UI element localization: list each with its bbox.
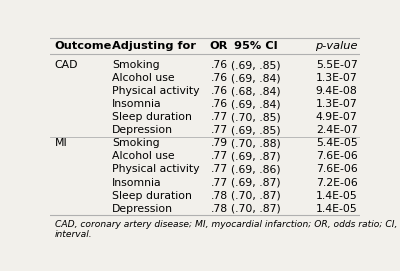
Text: 2.4E-07: 2.4E-07 bbox=[316, 125, 358, 135]
Text: .76: .76 bbox=[210, 73, 228, 83]
Text: (.68, .84): (.68, .84) bbox=[231, 86, 281, 96]
Text: OR: OR bbox=[210, 41, 228, 51]
Text: 1.4E-05: 1.4E-05 bbox=[316, 204, 358, 214]
Text: 9.4E-08: 9.4E-08 bbox=[316, 86, 358, 96]
Text: 5.5E-07: 5.5E-07 bbox=[316, 60, 358, 70]
Text: .76: .76 bbox=[210, 60, 228, 70]
Text: Outcome: Outcome bbox=[55, 41, 112, 51]
Text: CAD, coronary artery disease; MI, myocardial infarction; OR, odds ratio; CI, con: CAD, coronary artery disease; MI, myocar… bbox=[55, 220, 400, 239]
Text: Depression: Depression bbox=[112, 125, 173, 135]
Text: Adjusting for: Adjusting for bbox=[112, 41, 196, 51]
Text: 4.9E-07: 4.9E-07 bbox=[316, 112, 358, 122]
Text: Insomnia: Insomnia bbox=[112, 99, 162, 109]
Text: p-value: p-value bbox=[315, 41, 358, 51]
Text: .77: .77 bbox=[210, 151, 228, 162]
Text: Smoking: Smoking bbox=[112, 138, 160, 149]
Text: (.69, .85): (.69, .85) bbox=[231, 125, 281, 135]
Text: 7.6E-06: 7.6E-06 bbox=[316, 151, 358, 162]
Text: Physical activity: Physical activity bbox=[112, 164, 200, 175]
Text: 1.3E-07: 1.3E-07 bbox=[316, 99, 358, 109]
Text: (.69, .84): (.69, .84) bbox=[231, 99, 281, 109]
Text: CAD: CAD bbox=[55, 60, 78, 70]
Text: .78: .78 bbox=[210, 191, 228, 201]
Text: .77: .77 bbox=[210, 164, 228, 175]
Text: (.70, .88): (.70, .88) bbox=[231, 138, 281, 149]
Text: 7.6E-06: 7.6E-06 bbox=[316, 164, 358, 175]
Text: MI: MI bbox=[55, 138, 67, 149]
Text: .79: .79 bbox=[210, 138, 228, 149]
Text: Depression: Depression bbox=[112, 204, 173, 214]
Text: (.69, .86): (.69, .86) bbox=[231, 164, 281, 175]
Text: .77: .77 bbox=[210, 125, 228, 135]
Text: 95% CI: 95% CI bbox=[234, 41, 278, 51]
Text: (.69, .85): (.69, .85) bbox=[231, 60, 281, 70]
Text: (.69, .84): (.69, .84) bbox=[231, 73, 281, 83]
Text: .78: .78 bbox=[210, 204, 228, 214]
Text: (.70, .87): (.70, .87) bbox=[231, 191, 281, 201]
Text: Alcohol use: Alcohol use bbox=[112, 151, 175, 162]
Text: Physical activity: Physical activity bbox=[112, 86, 200, 96]
Text: .76: .76 bbox=[210, 86, 228, 96]
Text: 5.4E-05: 5.4E-05 bbox=[316, 138, 358, 149]
Text: .77: .77 bbox=[210, 178, 228, 188]
Text: 1.4E-05: 1.4E-05 bbox=[316, 191, 358, 201]
Text: .77: .77 bbox=[210, 112, 228, 122]
Text: Sleep duration: Sleep duration bbox=[112, 191, 192, 201]
Text: .76: .76 bbox=[210, 99, 228, 109]
Text: (.70, .87): (.70, .87) bbox=[231, 204, 281, 214]
Text: Sleep duration: Sleep duration bbox=[112, 112, 192, 122]
Text: Insomnia: Insomnia bbox=[112, 178, 162, 188]
Text: 1.3E-07: 1.3E-07 bbox=[316, 73, 358, 83]
Text: (.70, .85): (.70, .85) bbox=[231, 112, 281, 122]
Text: Alcohol use: Alcohol use bbox=[112, 73, 175, 83]
Text: (.69, .87): (.69, .87) bbox=[231, 178, 281, 188]
Text: (.69, .87): (.69, .87) bbox=[231, 151, 281, 162]
Text: Smoking: Smoking bbox=[112, 60, 160, 70]
Text: 7.2E-06: 7.2E-06 bbox=[316, 178, 358, 188]
